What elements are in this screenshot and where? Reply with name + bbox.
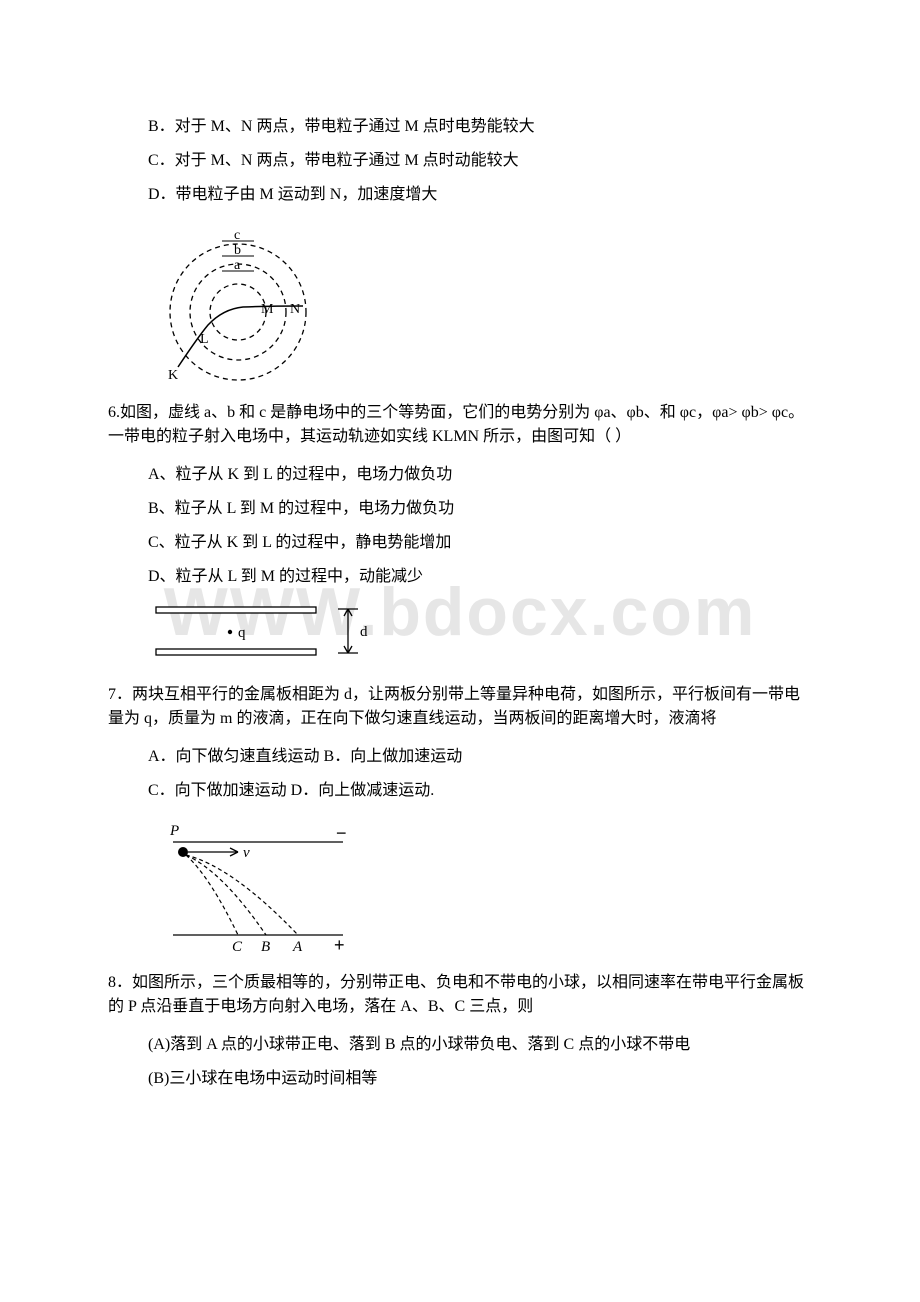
q5-option-d: D．带电粒子由 M 运动到 N，加速度增大 xyxy=(148,183,812,207)
label-P: P xyxy=(169,823,179,839)
label-K: K xyxy=(168,368,178,383)
document-page: WWW.bdocx.com B．对于 M、N 两点，带电粒子通过 M 点时电势能… xyxy=(0,0,920,1302)
label-B: B xyxy=(261,939,270,955)
q6-text-content: 6.如图，虚线 a、b 和 c 是静电场中的三个等势面，它们的电势分别为 φa、… xyxy=(108,404,804,445)
minus-sign: − xyxy=(336,823,347,843)
label-N: N xyxy=(290,302,300,317)
q8-text: 8．如图所示，三个质最相等的，分别带正电、负电和不带电的小球，以相同速率在带电平… xyxy=(108,971,812,1019)
label-q: q xyxy=(238,625,246,641)
label-b: b xyxy=(234,243,241,258)
q8-option-b: (B)三小球在电场中运动时间相等 xyxy=(148,1067,812,1091)
q7-options-ab: A．向下做匀速直线运动 B．向上做加速运动 xyxy=(148,745,812,769)
q7-text-content: 7．两块互相平行的金属板相距为 d，让两板分别带上等量异种电荷，如图所示，平行板… xyxy=(108,686,800,727)
q8-option-a: (A)落到 A 点的小球带正电、落到 B 点的小球带负电、落到 C 点的小球不带… xyxy=(148,1033,812,1057)
q8-text-content: 8．如图所示，三个质最相等的，分别带正电、负电和不带电的小球，以相同速率在带电平… xyxy=(108,974,804,1015)
charged-ball-trajectory-diagram: P v C B A − + xyxy=(148,817,368,957)
q6-option-d: D、粒子从 L 到 M 的过程中，动能减少 xyxy=(148,565,812,589)
label-d: d xyxy=(360,624,368,640)
q5-option-b: B．对于 M、N 两点，带电粒子通过 M 点时电势能较大 xyxy=(148,115,812,139)
label-c: c xyxy=(234,228,240,243)
plus-sign: + xyxy=(334,935,345,955)
equipotential-diagram: c b a K L M N xyxy=(148,217,338,387)
q6-option-b: B、粒子从 L 到 M 的过程中，电场力做负功 xyxy=(148,497,812,521)
label-v: v xyxy=(243,845,250,861)
q6-option-a: A、粒子从 K 到 L 的过程中，电场力做负功 xyxy=(148,463,812,487)
q7-options-cd: C．向下做加速运动 D．向上做减速运动. xyxy=(148,779,812,803)
label-C: C xyxy=(232,939,243,955)
q8-figure: P v C B A − + xyxy=(148,817,812,957)
q5-option-c: C．对于 M、N 两点，带电粒子通过 M 点时动能较大 xyxy=(148,149,812,173)
content-area: B．对于 M、N 两点，带电粒子通过 M 点时电势能较大 C．对于 M、N 两点… xyxy=(108,115,812,1091)
q6-option-c: C、粒子从 K 到 L 的过程中，静电势能增加 xyxy=(148,531,812,555)
label-L: L xyxy=(200,332,209,347)
q5-figure: c b a K L M N xyxy=(148,217,812,387)
q7-text: 7．两块互相平行的金属板相距为 d，让两板分别带上等量异种电荷，如图所示，平行板… xyxy=(108,683,812,731)
label-a: a xyxy=(234,258,241,273)
label-A: A xyxy=(292,939,303,955)
label-M: M xyxy=(261,302,274,317)
parallel-plates-diagram: q d xyxy=(148,599,388,669)
q7-figure: q d xyxy=(148,599,812,669)
q6-text: 6.如图，虚线 a、b 和 c 是静电场中的三个等势面，它们的电势分别为 φa、… xyxy=(108,401,812,449)
